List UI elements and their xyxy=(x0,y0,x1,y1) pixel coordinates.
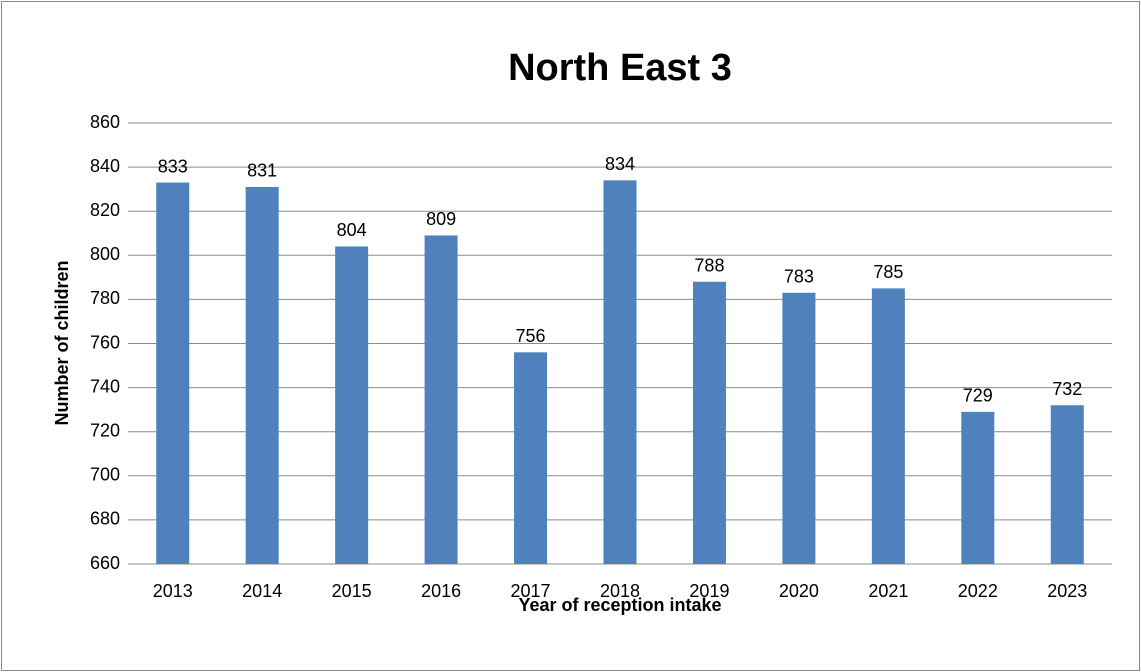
bar xyxy=(871,288,905,564)
bar xyxy=(335,246,369,565)
x-tick-label: 2023 xyxy=(1047,581,1087,601)
bar xyxy=(961,411,995,564)
y-tick-label: 840 xyxy=(90,156,120,176)
y-tick-label: 700 xyxy=(90,465,120,485)
bar xyxy=(782,292,816,564)
data-label: 756 xyxy=(516,326,546,346)
x-tick-label: 2015 xyxy=(332,581,372,601)
data-label: 788 xyxy=(694,256,724,276)
y-tick-label: 780 xyxy=(90,288,120,308)
y-tick-label: 740 xyxy=(90,376,120,396)
y-tick-label: 660 xyxy=(90,553,120,573)
bar xyxy=(424,235,458,564)
bar xyxy=(1050,405,1084,564)
y-tick-label: 680 xyxy=(90,509,120,529)
x-tick-label: 2017 xyxy=(511,581,551,601)
data-label: 732 xyxy=(1052,379,1082,399)
y-tick-label: 720 xyxy=(90,420,120,440)
y-tick-label: 760 xyxy=(90,332,120,352)
x-tick-label: 2022 xyxy=(958,581,998,601)
x-tick-label: 2019 xyxy=(689,581,729,601)
data-label: 833 xyxy=(158,156,188,176)
data-label: 804 xyxy=(337,220,367,240)
y-tick-label: 800 xyxy=(90,244,120,264)
chart-title: North East 3 xyxy=(508,47,732,89)
x-tick-label: 2013 xyxy=(153,581,193,601)
bar xyxy=(603,180,637,564)
bar xyxy=(156,182,190,564)
x-tick-label: 2020 xyxy=(779,581,819,601)
data-label: 809 xyxy=(426,209,456,229)
y-axis-label: Number of children xyxy=(52,260,72,425)
x-tick-label: 2021 xyxy=(868,581,908,601)
bar xyxy=(692,281,726,564)
x-tick-label: 2018 xyxy=(600,581,640,601)
x-tick-label: 2016 xyxy=(421,581,461,601)
bar xyxy=(514,352,548,564)
bar xyxy=(245,186,279,564)
data-label: 834 xyxy=(605,154,635,174)
y-tick-label: 820 xyxy=(90,200,120,220)
data-label: 783 xyxy=(784,267,814,287)
data-label: 785 xyxy=(873,262,903,282)
data-label: 831 xyxy=(247,161,277,181)
x-axis-label: Year of reception intake xyxy=(518,595,721,615)
y-tick-label: 860 xyxy=(90,112,120,132)
data-label: 729 xyxy=(963,386,993,406)
x-tick-label: 2014 xyxy=(242,581,282,601)
